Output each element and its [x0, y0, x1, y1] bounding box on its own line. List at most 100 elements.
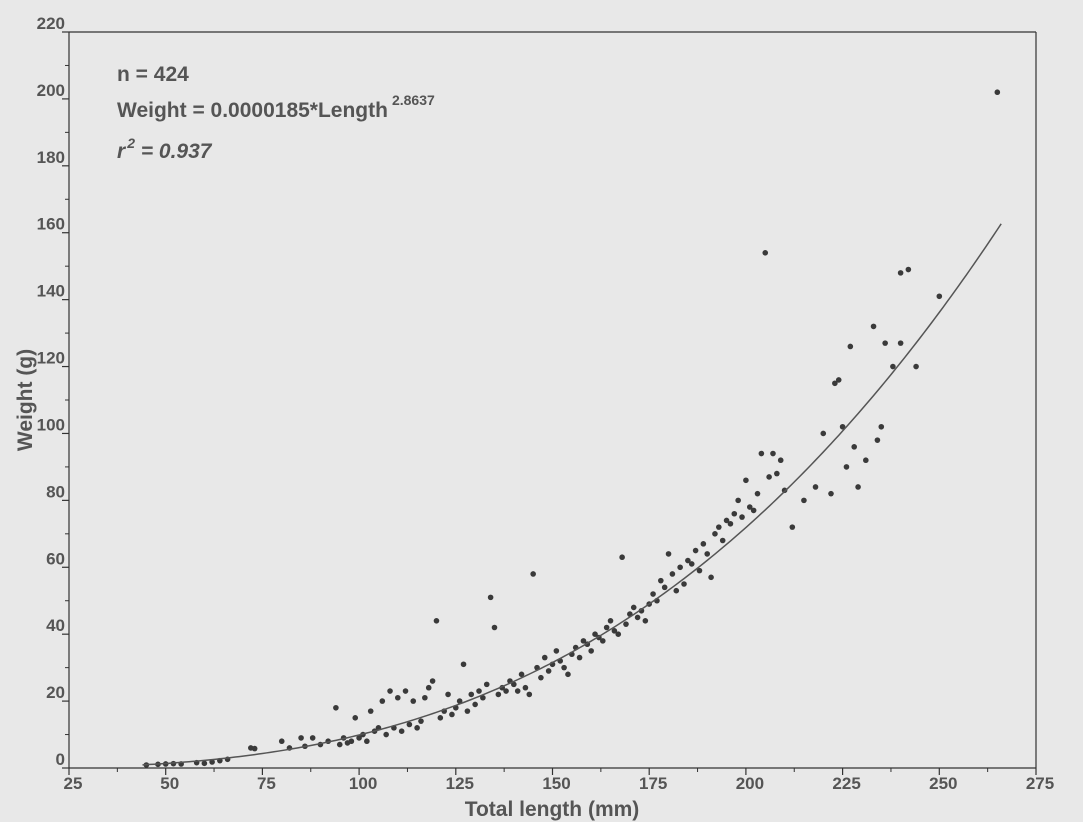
data-point [487, 594, 494, 601]
data-point [692, 547, 699, 554]
data-point [278, 738, 285, 745]
data-point [592, 631, 598, 637]
data-point [495, 691, 502, 698]
data-point [209, 759, 215, 765]
x-tick-label: 250 [929, 774, 957, 793]
y-tick-label: 220 [37, 14, 65, 33]
x-tick-label: 75 [257, 774, 276, 793]
data-point [530, 571, 536, 577]
data-point [835, 377, 842, 383]
data-point [607, 618, 614, 624]
data-point [839, 423, 846, 430]
data-point [882, 340, 888, 346]
data-point [712, 531, 718, 537]
y-tick-label: 160 [37, 215, 65, 234]
data-point [704, 551, 711, 557]
data-point [348, 738, 355, 745]
data-point [468, 691, 475, 698]
data-points [143, 89, 1001, 768]
data-point [696, 567, 703, 574]
data-point [661, 584, 668, 591]
r-squared-value: = 0.937 [135, 140, 213, 163]
data-point [685, 557, 691, 564]
regression-equation: Weight = 0.0000185*Length 2.8637 [117, 92, 435, 122]
data-point [619, 554, 625, 561]
data-point [514, 688, 521, 694]
data-point [812, 484, 819, 490]
data-point [642, 618, 649, 624]
data-point [398, 728, 405, 734]
data-point [336, 741, 343, 748]
data-point [418, 718, 424, 724]
data-point [863, 457, 869, 464]
data-point [406, 721, 413, 728]
y-tick-label: 180 [37, 148, 65, 167]
data-point [387, 688, 393, 694]
data-point [511, 681, 517, 688]
data-point [708, 574, 714, 581]
equation-exponent: 2.8637 [392, 92, 435, 108]
data-point [681, 581, 687, 587]
data-point [677, 564, 683, 571]
data-point [936, 293, 943, 300]
data-point [425, 684, 432, 691]
data-point [383, 731, 389, 738]
equation-main: Weight = 0.0000185*Length [117, 99, 388, 122]
data-point [789, 524, 796, 530]
y-axis-ticks: 0 20 40 60 80 100 120 140 160 180 200 220 [37, 14, 69, 769]
x-tick-label: 125 [446, 774, 474, 793]
y-axis-title: Weight (g) [14, 349, 37, 451]
data-point [719, 537, 726, 544]
data-point [650, 591, 656, 597]
data-point [843, 464, 850, 470]
data-point [356, 735, 362, 741]
data-point [630, 604, 637, 611]
data-point [483, 681, 490, 688]
data-point [669, 571, 676, 577]
y-tick-label: 200 [37, 81, 65, 100]
data-point [410, 698, 417, 704]
x-tick-label: 100 [349, 774, 377, 793]
data-point [801, 497, 807, 504]
data-point [832, 380, 838, 387]
data-point [394, 694, 401, 701]
data-point [766, 474, 772, 480]
data-point [890, 363, 896, 370]
data-point [777, 457, 784, 464]
data-point [828, 490, 834, 497]
data-point [688, 561, 695, 567]
data-point [561, 664, 567, 671]
x-axis-title: Total length (mm) [465, 798, 640, 821]
y-tick-label: 120 [37, 349, 65, 368]
sample-size-label: n = 424 [117, 63, 189, 86]
data-point [480, 694, 486, 701]
data-point [913, 363, 919, 370]
data-point [762, 250, 769, 256]
data-point [522, 684, 529, 691]
data-point [402, 688, 409, 694]
data-point [565, 671, 571, 678]
data-point [422, 694, 428, 701]
x-tick-label: 275 [1026, 774, 1054, 793]
data-point [545, 668, 552, 674]
r-squared-prefix: r [117, 140, 127, 163]
data-point [739, 514, 745, 520]
data-point [994, 89, 1001, 96]
data-point [623, 621, 629, 627]
data-point [580, 638, 587, 644]
data-point [460, 661, 467, 668]
data-point [723, 517, 730, 524]
data-point [449, 711, 455, 718]
data-point [367, 708, 374, 714]
data-point [445, 691, 451, 698]
data-point [603, 624, 610, 631]
data-point [433, 618, 440, 624]
data-point [851, 444, 858, 450]
data-point [201, 760, 208, 767]
y-tick-label: 100 [37, 415, 65, 434]
x-tick-label: 25 [64, 774, 83, 793]
y-tick-label: 20 [46, 683, 65, 702]
data-point [750, 507, 757, 514]
data-point [464, 708, 471, 714]
